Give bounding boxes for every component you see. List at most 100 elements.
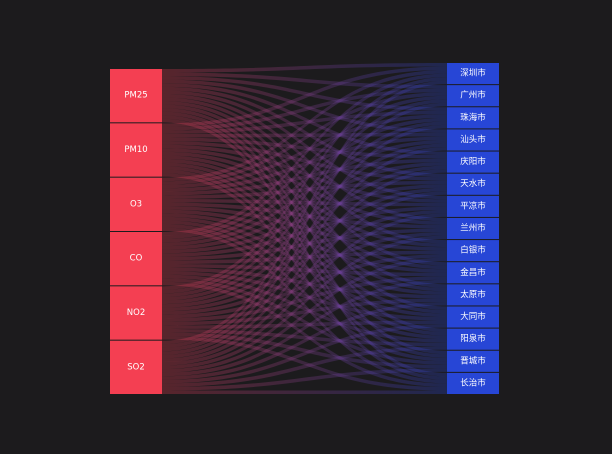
link-SO2-白银市[interactable] [162,257,447,373]
link-NO2-庆阳市[interactable] [162,165,447,305]
link-PM10-珠海市[interactable] [162,110,447,134]
link-PM25-平凉市[interactable] [162,90,447,200]
link-NO2-白银市[interactable] [162,254,447,319]
target-node-平凉市[interactable] [447,195,499,217]
link-O3-长治市[interactable] [162,227,447,384]
link-CO-兰州市[interactable] [162,228,447,261]
source-label-CO: CO [130,254,143,264]
link-O3-深圳市[interactable] [162,70,447,182]
link-CO-晋城市[interactable] [162,278,447,365]
link-O3-太原市[interactable] [162,213,447,295]
target-node-广州市[interactable] [447,85,499,107]
link-SO2-汕头市[interactable] [162,147,447,355]
link-PM25-珠海市[interactable] [162,76,447,111]
link-PM10-广州市[interactable] [162,88,447,131]
link-SO2-金昌市[interactable] [162,279,447,377]
link-PM25-兰州市[interactable] [162,93,447,222]
target-node-珠海市[interactable] [447,107,499,129]
link-CO-珠海市[interactable] [162,117,447,243]
link-O3-庆阳市[interactable] [162,158,447,196]
link-O3-汕头市[interactable] [162,136,447,192]
link-SO2-珠海市[interactable] [162,124,447,352]
target-node-兰州市[interactable] [447,217,499,240]
source-node-SO2[interactable] [110,340,162,394]
link-PM10-平凉市[interactable] [162,144,447,203]
link-CO-阳泉市[interactable] [162,274,447,343]
link-NO2-汕头市[interactable] [162,143,447,301]
link-NO2-晋城市[interactable] [162,332,447,369]
link-NO2-长治市[interactable] [162,336,447,391]
link-NO2-广州市[interactable] [162,99,447,294]
source-label-SO2: SO2 [127,362,145,372]
target-node-金昌市[interactable] [447,262,499,284]
link-PM10-白银市[interactable] [162,151,447,248]
link-CO-长治市[interactable] [162,281,447,387]
link-O3-平凉市[interactable] [162,199,447,207]
link-O3-晋城市[interactable] [162,223,447,362]
target-node-长治市[interactable] [447,372,499,394]
link-NO2-深圳市[interactable] [162,77,447,290]
link-O3-兰州市[interactable] [162,202,447,229]
source-node-NO2[interactable] [110,286,162,340]
link-CO-天水市[interactable] [162,184,447,254]
target-label-金昌市: 金昌市 [460,267,486,278]
target-node-庆阳市[interactable] [447,151,499,173]
link-SO2-平凉市[interactable] [162,213,447,366]
link-PM25-汕头市[interactable] [162,79,447,133]
link-CO-大同市[interactable] [162,271,447,321]
link-PM25-庆阳市[interactable] [162,83,447,156]
link-O3-白银市[interactable] [162,206,447,251]
link-PM25-白银市[interactable] [162,97,447,244]
link-SO2-兰州市[interactable] [162,235,447,370]
link-O3-广州市[interactable] [162,92,447,185]
link-NO2-珠海市[interactable] [162,121,447,297]
link-SO2-广州市[interactable] [162,102,447,348]
link-CO-庆阳市[interactable] [162,162,447,250]
link-CO-汕头市[interactable] [162,139,447,247]
link-NO2-平凉市[interactable] [162,209,447,312]
link-NO2-金昌市[interactable] [162,276,447,322]
link-O3-金昌市[interactable] [162,209,447,273]
source-node-PM25[interactable] [110,69,162,123]
target-node-晋城市[interactable] [447,350,499,372]
link-SO2-太原市[interactable] [162,301,447,380]
link-SO2-长治市[interactable] [162,390,447,394]
link-SO2-阳泉市[interactable] [162,346,447,387]
source-node-PM10[interactable] [110,123,162,177]
link-SO2-庆阳市[interactable] [162,169,447,359]
target-node-天水市[interactable] [447,173,499,195]
link-NO2-太原市[interactable] [162,298,447,326]
link-NO2-兰州市[interactable] [162,232,447,315]
link-O3-天水市[interactable] [162,180,447,199]
target-node-汕头市[interactable] [447,129,499,151]
link-CO-平凉市[interactable] [162,206,447,257]
link-SO2-晋城市[interactable] [162,368,447,391]
target-node-太原市[interactable] [447,284,499,306]
target-label-太原市: 太原市 [460,289,486,300]
target-label-广州市: 广州市 [460,90,486,101]
target-nodes: 深圳市广州市珠海市汕头市庆阳市天水市平凉市兰州市白银市金昌市太原市大同市阳泉市晋… [447,63,499,394]
link-CO-深圳市[interactable] [162,73,447,236]
link-PM10-兰州市[interactable] [162,148,447,225]
source-node-O3[interactable] [110,177,162,231]
source-node-CO[interactable] [110,232,162,286]
link-NO2-阳泉市[interactable] [162,329,447,347]
target-node-大同市[interactable] [447,306,499,328]
target-node-深圳市[interactable] [447,63,499,85]
link-SO2-深圳市[interactable] [162,80,447,345]
link-PM25-深圳市[interactable] [162,63,447,73]
link-PM25-天水市[interactable] [162,86,447,178]
link-CO-广州市[interactable] [162,95,447,240]
link-O3-大同市[interactable] [162,216,447,318]
link-NO2-天水市[interactable] [162,187,447,308]
link-PM10-深圳市[interactable] [162,66,447,127]
link-CO-白银市[interactable] [162,250,447,264]
link-SO2-天水市[interactable] [162,191,447,362]
link-CO-太原市[interactable] [162,267,447,299]
link-O3-阳泉市[interactable] [162,220,447,340]
target-node-阳泉市[interactable] [447,328,499,350]
link-PM10-天水市[interactable] [162,141,447,181]
target-node-白银市[interactable] [447,240,499,262]
link-O3-珠海市[interactable] [162,114,447,189]
link-SO2-大同市[interactable] [162,324,447,384]
